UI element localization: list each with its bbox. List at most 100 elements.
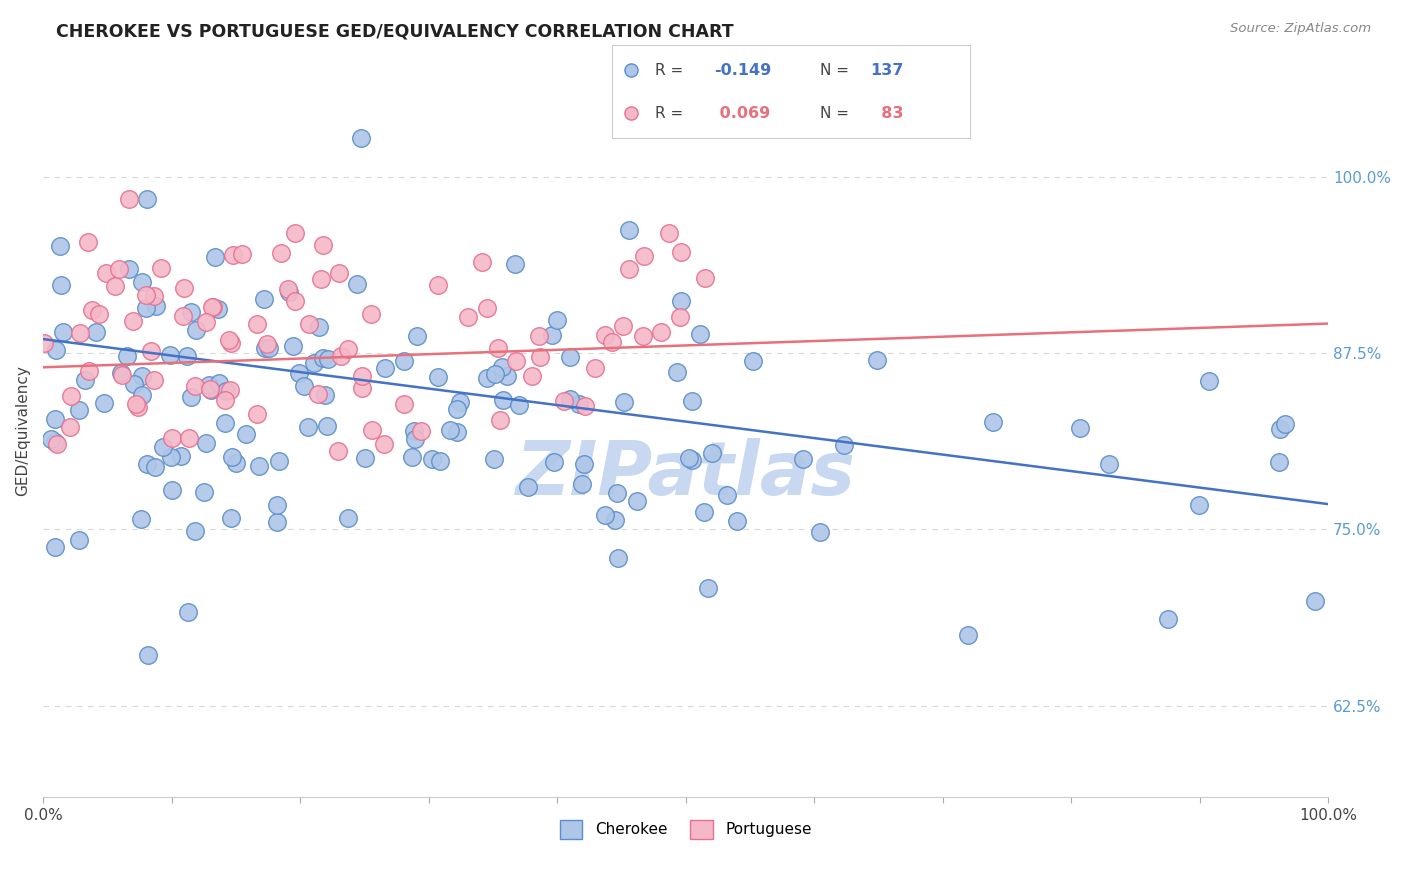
Point — [176, 349, 198, 363]
Text: 83: 83 — [870, 106, 903, 121]
Point — [122, 314, 145, 328]
Point — [620, 106, 643, 120]
Point — [184, 378, 207, 392]
Text: N =: N = — [820, 63, 849, 78]
Point — [491, 360, 513, 375]
Point — [605, 513, 627, 527]
Point — [60, 389, 83, 403]
Point — [361, 423, 384, 437]
Point — [650, 325, 672, 339]
Point — [689, 327, 711, 342]
Point — [219, 336, 242, 351]
Point — [316, 419, 339, 434]
Point — [508, 398, 530, 412]
Point — [866, 353, 889, 368]
Point — [360, 308, 382, 322]
Point — [267, 454, 290, 468]
Point — [277, 282, 299, 296]
Point — [125, 397, 148, 411]
Point — [446, 425, 468, 439]
Point — [633, 249, 655, 263]
Point — [104, 279, 127, 293]
Point — [574, 400, 596, 414]
Point — [613, 395, 636, 409]
Point — [44, 540, 66, 554]
Point — [350, 368, 373, 383]
Point — [307, 387, 329, 401]
Point — [135, 192, 157, 206]
Point — [328, 266, 350, 280]
Point — [956, 628, 979, 642]
Point — [350, 381, 373, 395]
Point — [585, 361, 607, 376]
Point — [218, 334, 240, 348]
Point — [311, 351, 333, 365]
Point — [297, 420, 319, 434]
Point — [225, 456, 247, 470]
Point — [41, 433, 63, 447]
Point — [292, 379, 315, 393]
Point — [180, 305, 202, 319]
Point — [221, 450, 243, 464]
Text: -0.149: -0.149 — [714, 63, 770, 78]
Point — [337, 510, 360, 524]
Point — [118, 192, 141, 206]
Point — [626, 493, 648, 508]
Point — [235, 427, 257, 442]
Point — [316, 352, 339, 367]
Point — [145, 299, 167, 313]
Point — [669, 293, 692, 308]
Point — [600, 335, 623, 350]
Point — [266, 516, 288, 530]
Point — [495, 368, 517, 383]
Point — [568, 397, 591, 411]
Point — [253, 293, 276, 307]
Point — [1069, 421, 1091, 435]
Point — [266, 498, 288, 512]
Point — [172, 309, 194, 323]
Point — [678, 451, 700, 466]
Point — [1188, 498, 1211, 512]
Point — [394, 353, 416, 368]
Point — [326, 444, 349, 458]
Point — [143, 460, 166, 475]
Text: 0.069: 0.069 — [714, 106, 770, 121]
Point — [606, 486, 628, 500]
Point — [558, 350, 581, 364]
Point — [681, 453, 703, 467]
Point — [607, 550, 630, 565]
Point — [492, 393, 515, 408]
Point — [426, 277, 449, 292]
Point — [484, 367, 506, 381]
Point — [658, 227, 681, 241]
Point — [222, 248, 245, 262]
Point — [617, 262, 640, 277]
Point — [149, 261, 172, 276]
Point — [669, 245, 692, 260]
Point — [571, 477, 593, 491]
Point — [373, 437, 395, 451]
Point — [697, 581, 720, 595]
Point — [304, 356, 326, 370]
Point — [1270, 422, 1292, 436]
Point — [52, 325, 75, 339]
Point — [725, 514, 748, 528]
Legend: Cherokee, Portuguese: Cherokee, Portuguese — [554, 814, 818, 845]
Point — [404, 425, 426, 439]
Point — [527, 329, 550, 343]
Point — [593, 508, 616, 523]
Point — [136, 648, 159, 662]
Point — [177, 431, 200, 445]
Point — [136, 457, 159, 471]
Point — [131, 275, 153, 289]
Point — [202, 300, 225, 314]
Point — [247, 458, 270, 473]
Point — [200, 383, 222, 397]
Point — [231, 247, 253, 261]
Point — [374, 361, 396, 376]
Point — [49, 277, 72, 292]
Point — [298, 317, 321, 331]
Point — [193, 484, 215, 499]
Point — [32, 335, 55, 350]
Point — [108, 261, 131, 276]
